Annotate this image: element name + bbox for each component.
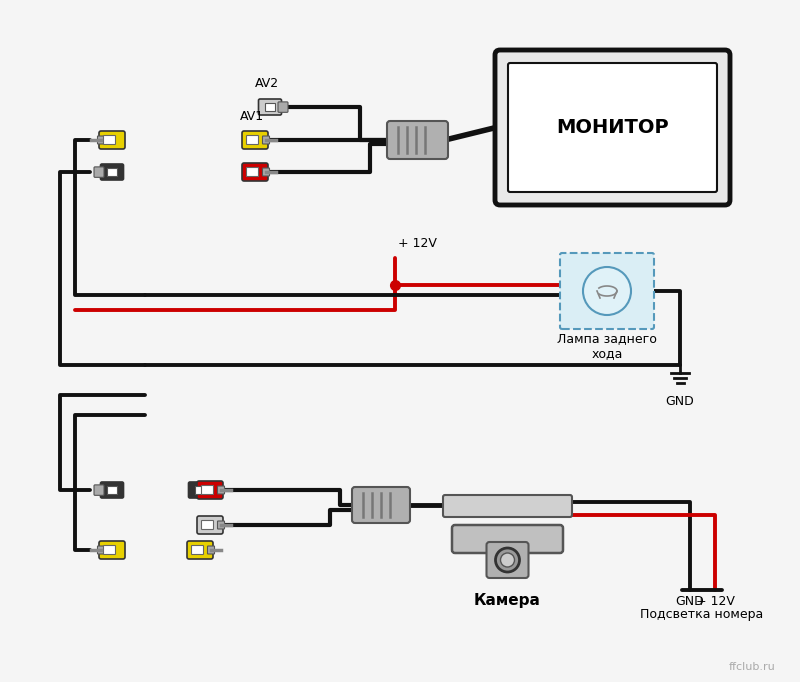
Text: ffclub.ru: ffclub.ru [728, 662, 775, 672]
Text: + 12V: + 12V [398, 237, 437, 250]
FancyBboxPatch shape [197, 481, 223, 499]
FancyBboxPatch shape [508, 63, 717, 192]
FancyBboxPatch shape [101, 164, 123, 180]
FancyBboxPatch shape [443, 495, 572, 517]
FancyBboxPatch shape [197, 516, 223, 534]
FancyBboxPatch shape [242, 163, 268, 181]
FancyBboxPatch shape [99, 541, 125, 559]
FancyBboxPatch shape [94, 167, 104, 177]
FancyBboxPatch shape [262, 168, 270, 176]
Text: GND: GND [666, 395, 694, 408]
FancyBboxPatch shape [98, 546, 105, 554]
FancyBboxPatch shape [218, 486, 225, 494]
Text: GND: GND [676, 595, 704, 608]
FancyBboxPatch shape [262, 136, 270, 144]
FancyBboxPatch shape [258, 99, 282, 115]
FancyBboxPatch shape [191, 546, 203, 554]
FancyBboxPatch shape [94, 485, 104, 495]
FancyBboxPatch shape [101, 482, 123, 498]
FancyBboxPatch shape [387, 121, 448, 159]
Circle shape [583, 267, 631, 315]
FancyBboxPatch shape [187, 541, 213, 559]
Bar [265, 103, 275, 111]
FancyBboxPatch shape [99, 131, 125, 149]
Text: Камера: Камера [474, 593, 541, 608]
Circle shape [501, 553, 514, 567]
Circle shape [495, 548, 519, 572]
Bar [107, 486, 117, 494]
FancyBboxPatch shape [495, 50, 730, 205]
FancyBboxPatch shape [242, 131, 268, 149]
FancyBboxPatch shape [246, 136, 258, 145]
FancyBboxPatch shape [246, 168, 258, 177]
Text: AV1: AV1 [240, 110, 264, 123]
FancyBboxPatch shape [202, 520, 214, 529]
FancyBboxPatch shape [352, 487, 410, 523]
FancyBboxPatch shape [278, 102, 288, 113]
FancyBboxPatch shape [189, 482, 211, 498]
FancyBboxPatch shape [208, 485, 218, 495]
FancyBboxPatch shape [560, 253, 654, 329]
Text: AV2: AV2 [255, 77, 279, 90]
Bar [195, 486, 205, 494]
FancyBboxPatch shape [98, 136, 105, 144]
FancyBboxPatch shape [207, 546, 214, 554]
FancyBboxPatch shape [202, 486, 214, 494]
Text: Подсветка номера: Подсветка номера [640, 608, 764, 621]
FancyBboxPatch shape [103, 136, 115, 145]
Text: МОНИТОР: МОНИТОР [556, 118, 669, 137]
FancyBboxPatch shape [486, 542, 529, 578]
FancyBboxPatch shape [452, 525, 563, 553]
Text: Лампа заднего
хода: Лампа заднего хода [557, 332, 657, 360]
FancyBboxPatch shape [103, 546, 115, 554]
Text: + 12V: + 12V [695, 595, 734, 608]
Bar [107, 168, 117, 176]
FancyBboxPatch shape [218, 521, 225, 529]
